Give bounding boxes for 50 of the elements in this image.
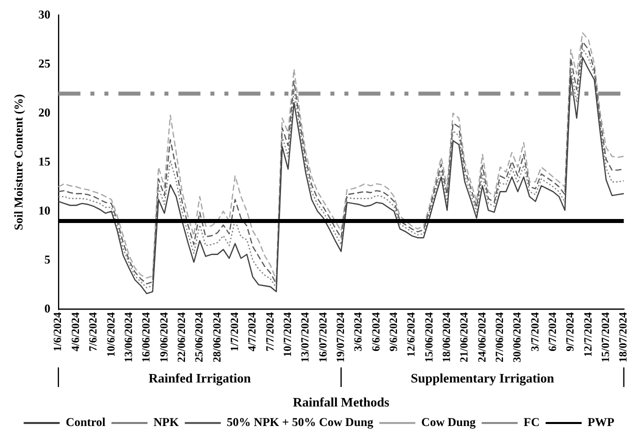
x-tick-label: 7/6/2024 [88,312,100,352]
x-tick-label: 10/6/2024 [105,312,118,357]
x-tick-label: 3/7/2024 [529,312,542,352]
text: Rainfed Irrigation [148,370,252,386]
x-tick-label: 21/06/2024 [458,312,471,362]
legend-label: Control [66,415,106,430]
x-tick-label: 9/6/2024 [388,312,400,352]
x-tick-label: 6/7/2024 [546,312,559,352]
legend-label: Cow Dung [421,415,476,430]
x-tick-label: 18/07/2024 [618,312,630,362]
x-tick-label: 3/6/2024 [352,312,365,352]
y-tick-label: 20 [38,105,50,120]
x-tick-label: 12/7/2024 [582,312,594,357]
y-tick-label: 10 [38,203,50,218]
text: Supplementary Irrigation [410,370,555,386]
y-tick-label: 0 [44,301,50,316]
x-tick-label: 9/7/2024 [564,312,577,352]
x-tick-label: 24/06/2024 [476,312,488,362]
x-tick-label: 27/06/2024 [494,312,506,362]
x-tick-label: 28/06/2024 [211,312,224,362]
x-tick-label: 15/07/2024 [600,312,612,362]
x-tick-label: 19/06/2024 [158,312,170,362]
x-tick-label: 16/06/2024 [140,312,153,362]
x-tick-label: 16/07/2024 [317,312,330,362]
legend-label: PWP [588,415,614,430]
y-tick-label: 30 [38,7,50,22]
y-tick-label: 5 [44,252,50,266]
x-tick-label: 12/6/2024 [406,312,418,357]
y-tick-label: 25 [38,56,50,70]
x-tick-label: 1/6/2024 [52,312,64,352]
legend-label: 50% NPK + 50% Cow Dung [226,415,374,430]
legend-label: FC [524,415,540,430]
x-tick-label: 22/06/2024 [176,312,188,362]
x-tick-label: 19/07/2024 [334,312,347,362]
legend-label: NPK [153,415,180,430]
x-tick-label: 15/06/2024 [423,312,436,362]
y-tick-label: 15 [38,154,50,168]
x-tick-label: 18/06/2024 [440,312,453,362]
x-tick-label: 13/07/2024 [300,312,312,362]
x-axis-title: Rainfall Methods [292,394,390,410]
x-tick-label: 7/7/2024 [264,312,276,352]
x-tick-label: 13/06/2024 [122,312,135,362]
x-tick-label: 10/7/2024 [282,312,294,357]
x-tick-label: 30/06/2024 [512,312,524,362]
x-tick-label: 1/7/2024 [228,312,241,352]
y-axis-title: Soil Moisture Content (%) [11,94,26,230]
x-tick-label: 6/6/2024 [370,312,382,352]
x-tick-label: 4/7/2024 [246,312,259,352]
x-tick-label: 4/6/2024 [70,312,82,352]
x-tick-label: 25/06/2024 [194,312,206,362]
